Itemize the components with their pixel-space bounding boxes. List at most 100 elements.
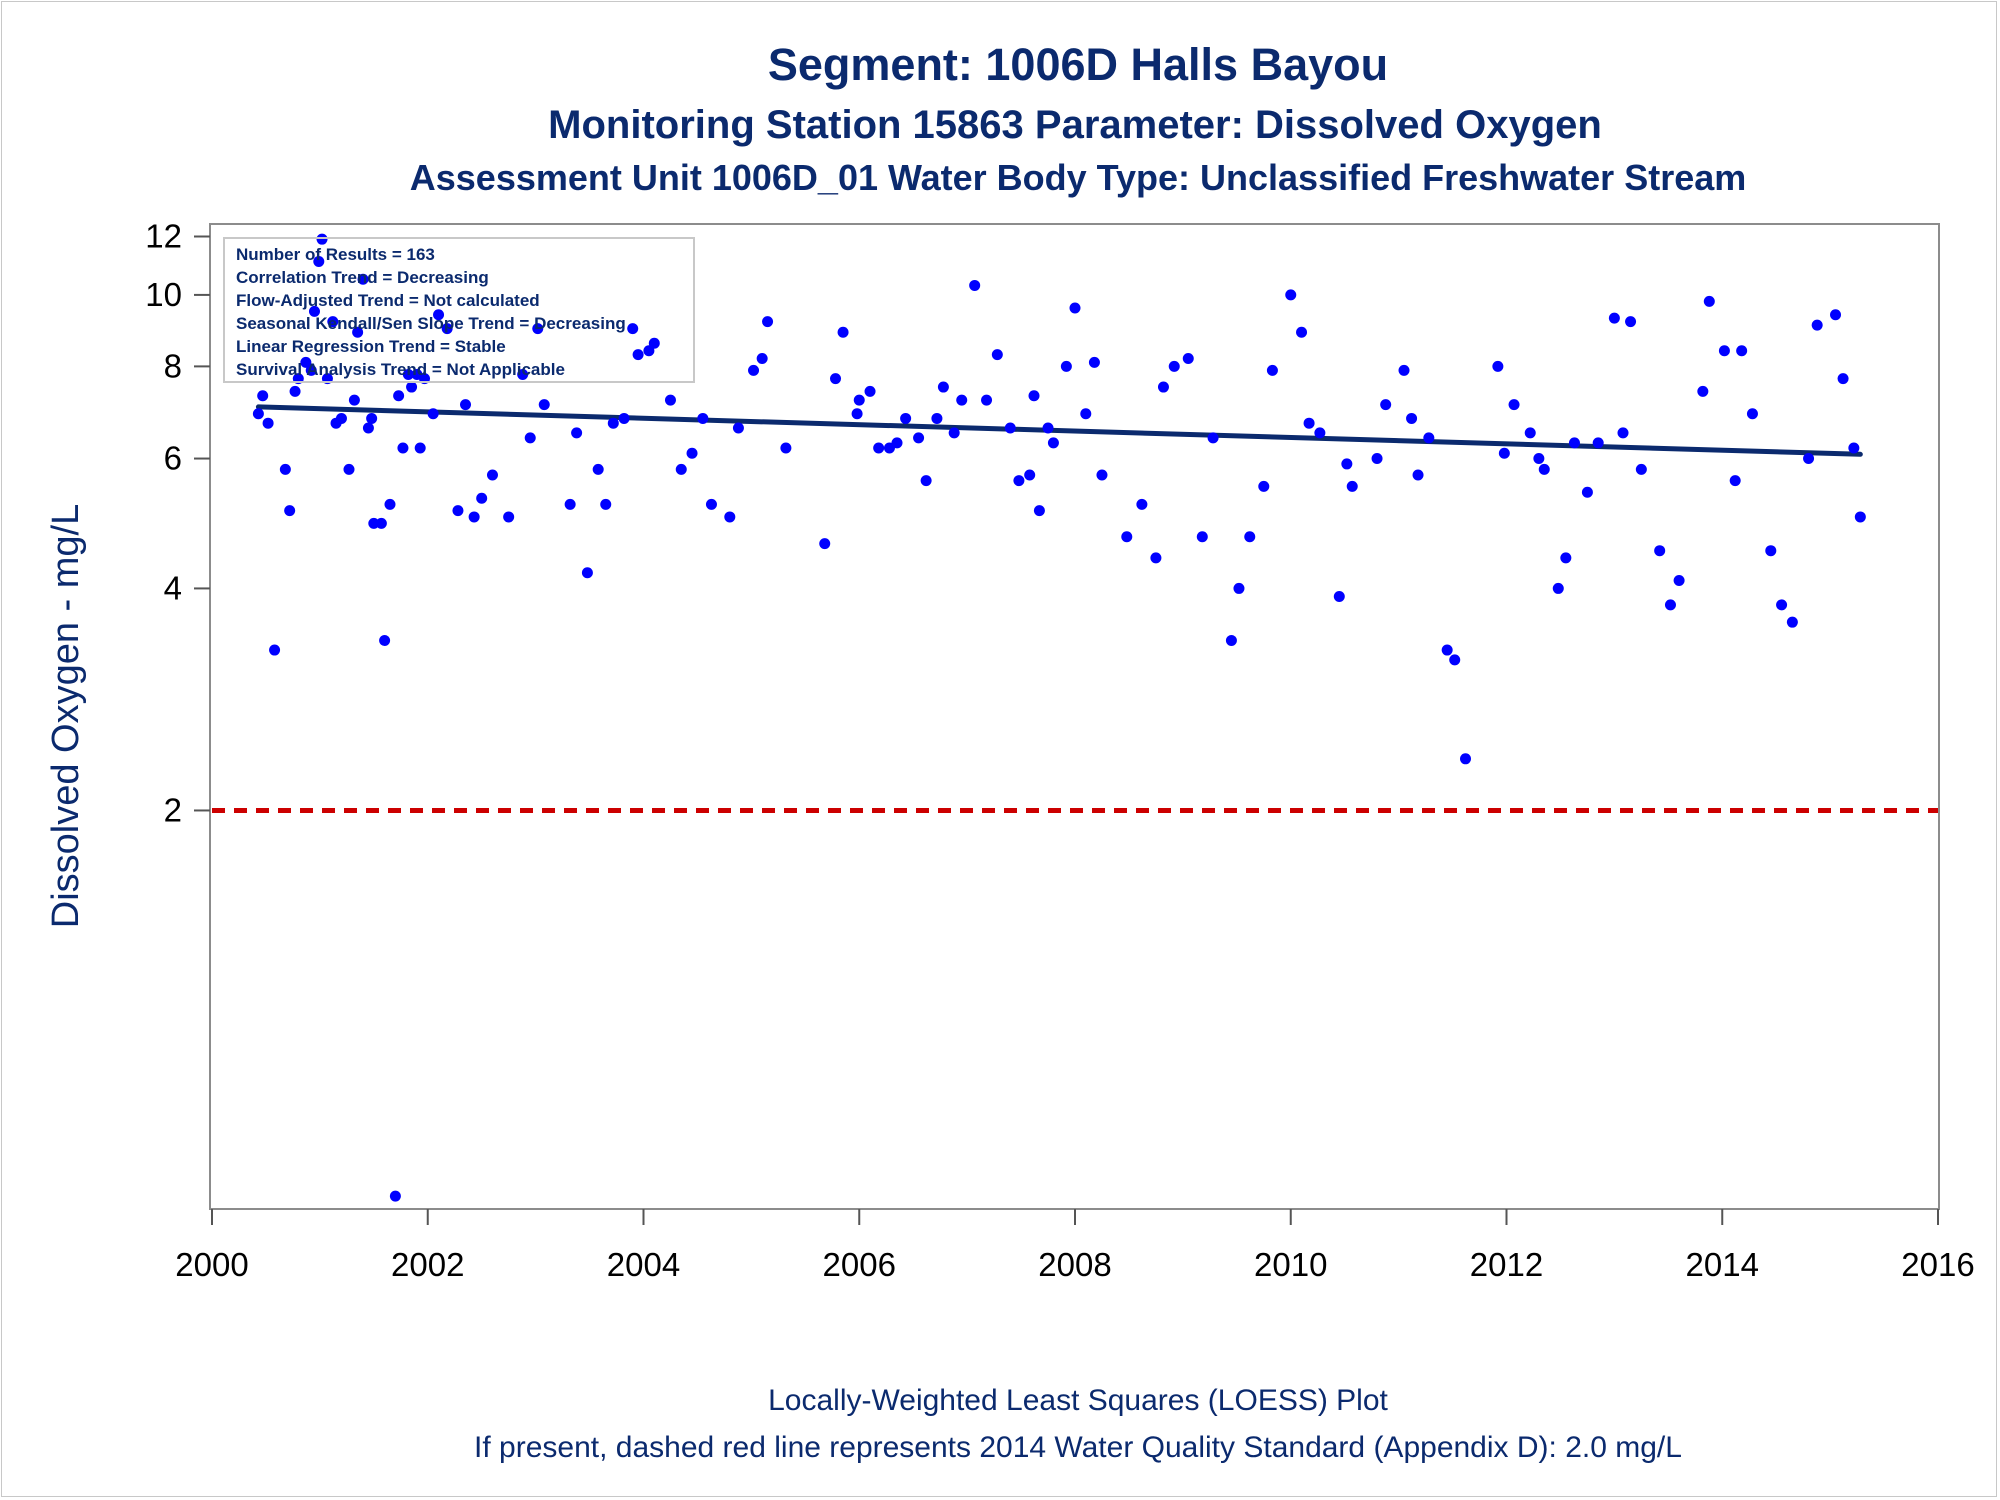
data-point [1736,345,1748,357]
data-point [1538,463,1550,475]
data-point [900,412,912,424]
chart-subtitle: Monitoring Station 15863 Parameter: Diss… [548,103,1602,147]
data-point [1121,531,1133,543]
y-tick-label: 12 [145,218,182,255]
data-point [257,390,269,402]
data-point [1746,408,1758,420]
data-point [592,463,604,475]
data-point [460,399,472,411]
data-point [981,394,993,406]
data-point [1635,463,1647,475]
data-point [1004,422,1016,434]
stats-line-flow-adjusted: Flow-Adjusted Trend = Not calculated [236,291,540,310]
data-point [362,422,374,434]
data-point [433,309,445,321]
data-point [581,567,593,579]
data-point [1013,475,1025,487]
data-point [1533,453,1545,465]
data-point [406,381,418,393]
data-point [1398,364,1410,376]
y-tick-label: 10 [145,276,182,313]
data-point [1136,498,1148,510]
data-point [830,373,842,385]
stats-line-seasonal-kendall: Seasonal Kendall/Sen Slope Trend = Decre… [236,314,626,333]
data-point [697,412,709,424]
data-point [1266,364,1278,376]
data-point [1560,552,1572,564]
data-point [1285,289,1297,301]
data-point [664,394,676,406]
data-point [538,399,550,411]
data-point [913,432,925,444]
data-point [1854,511,1866,523]
data-point [269,644,281,656]
x-tick-label: 2010 [1254,1246,1327,1283]
data-point [1786,616,1798,628]
data-point [1196,531,1208,543]
data-point [1830,309,1842,321]
data-point [375,517,387,529]
footnote-line-1: Locally-Weighted Least Squares (LOESS) P… [768,1384,1388,1417]
data-point [1729,475,1741,487]
data-point [956,394,968,406]
x-tick-label: 2008 [1038,1246,1111,1283]
data-point [864,385,876,397]
stats-line-survival: Survival Analysis Trend = Not Applicable [236,360,565,379]
data-point [780,442,792,454]
data-point [1617,427,1629,439]
data-point [441,323,453,335]
data-point [313,255,325,267]
data-point [517,368,529,380]
data-point [1314,427,1326,439]
y-tick-label: 4 [164,569,182,606]
data-point [1508,399,1520,411]
data-point [618,412,630,424]
data-point [1380,399,1392,411]
data-point [1150,552,1162,564]
footnote-line-2: If present, dashed red line represents 2… [474,1431,1682,1464]
data-point [1244,531,1256,543]
data-point [627,323,639,335]
data-point [1157,381,1169,393]
data-point [1848,442,1860,454]
data-point [1460,753,1472,765]
data-point [1341,458,1353,470]
data-point [427,408,439,420]
data-point [1258,480,1270,492]
data-point [262,417,274,429]
stats-line-correlation: Correlation Trend = Decreasing [236,268,489,287]
data-point [1346,480,1358,492]
data-point [368,517,380,529]
data-point [1047,437,1059,449]
data-point [468,511,480,523]
data-point [1441,644,1453,656]
data-point [1776,599,1788,611]
data-point [414,442,426,454]
data-point [1664,599,1676,611]
data-point [1837,373,1849,385]
data-point [937,381,949,393]
data-point [724,511,736,523]
data-point [1207,432,1219,444]
data-point [1498,447,1510,459]
data-point [1406,412,1418,424]
data-point [1673,575,1685,587]
data-point [343,463,355,475]
data-point [366,412,378,424]
data-point [1182,352,1194,364]
data-point [503,511,515,523]
data-point [1080,408,1092,420]
data-point [969,279,981,291]
stats-line-linear-regression: Linear Regression Trend = Stable [236,337,506,356]
data-point [705,498,717,510]
data-point [1703,295,1715,307]
x-tick-label: 2016 [1901,1246,1974,1283]
y-tick-label: 2 [164,791,182,828]
data-point [1024,469,1036,481]
data-point [1803,453,1815,465]
data-point [819,538,831,550]
data-point [648,337,660,349]
data-point [748,364,760,376]
data-point [732,422,744,434]
